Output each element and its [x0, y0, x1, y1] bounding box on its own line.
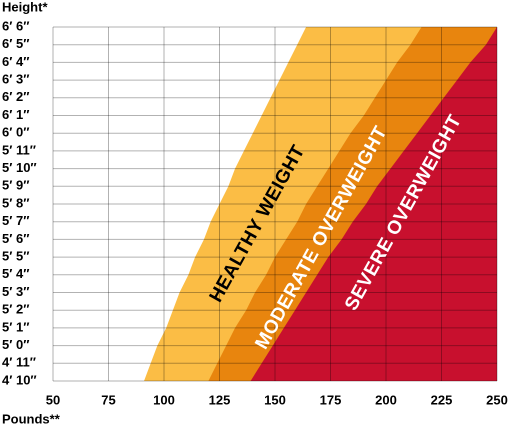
y-tick-label: 6′ 0″: [2, 125, 29, 140]
y-tick-label: 6′ 2″: [2, 89, 29, 104]
x-tick-label: 150: [264, 392, 286, 407]
x-axis-title: Pounds**: [2, 411, 61, 426]
y-tick-label: 4′ 11″: [2, 355, 36, 370]
y-tick-label: 5′ 7″: [2, 213, 29, 228]
x-tick-label: 225: [431, 392, 453, 407]
y-tick-label: 5′ 5″: [2, 249, 29, 264]
y-tick-label: 5′ 0″: [2, 337, 29, 352]
y-tick-label: 5′ 4″: [2, 266, 29, 281]
y-tick-label: 5′ 1″: [2, 319, 29, 334]
y-axis-title: Height*: [2, 0, 48, 14]
y-tick-label: 5′ 11″: [2, 142, 36, 157]
x-tick-label: 75: [101, 392, 115, 407]
y-tick-label: 5′ 9″: [2, 178, 29, 193]
x-tick-label: 125: [209, 392, 231, 407]
x-tick-label: 175: [320, 392, 342, 407]
x-tick-label: 50: [46, 392, 60, 407]
y-tick-label: 6′ 4″: [2, 54, 29, 69]
x-tick-label: 250: [486, 392, 508, 407]
y-tick-label: 4′ 10″: [2, 372, 37, 387]
y-tick-label: 6′ 1″: [2, 107, 29, 122]
zones: [144, 27, 497, 381]
x-tick-label: 200: [375, 392, 397, 407]
y-tick-label: 6′ 5″: [2, 36, 29, 51]
y-tick-label: 5′ 10″: [2, 160, 37, 175]
x-tick-label: 100: [153, 392, 175, 407]
y-tick-label: 6′ 6″: [2, 18, 29, 33]
y-tick-label: 5′ 6″: [2, 231, 29, 246]
y-tick-label: 5′ 2″: [2, 302, 29, 317]
y-tick-label: 6′ 3″: [2, 72, 29, 87]
y-tick-label: 5′ 8″: [2, 195, 29, 210]
zone-area: [250, 27, 497, 381]
y-tick-label: 5′ 3″: [2, 284, 29, 299]
